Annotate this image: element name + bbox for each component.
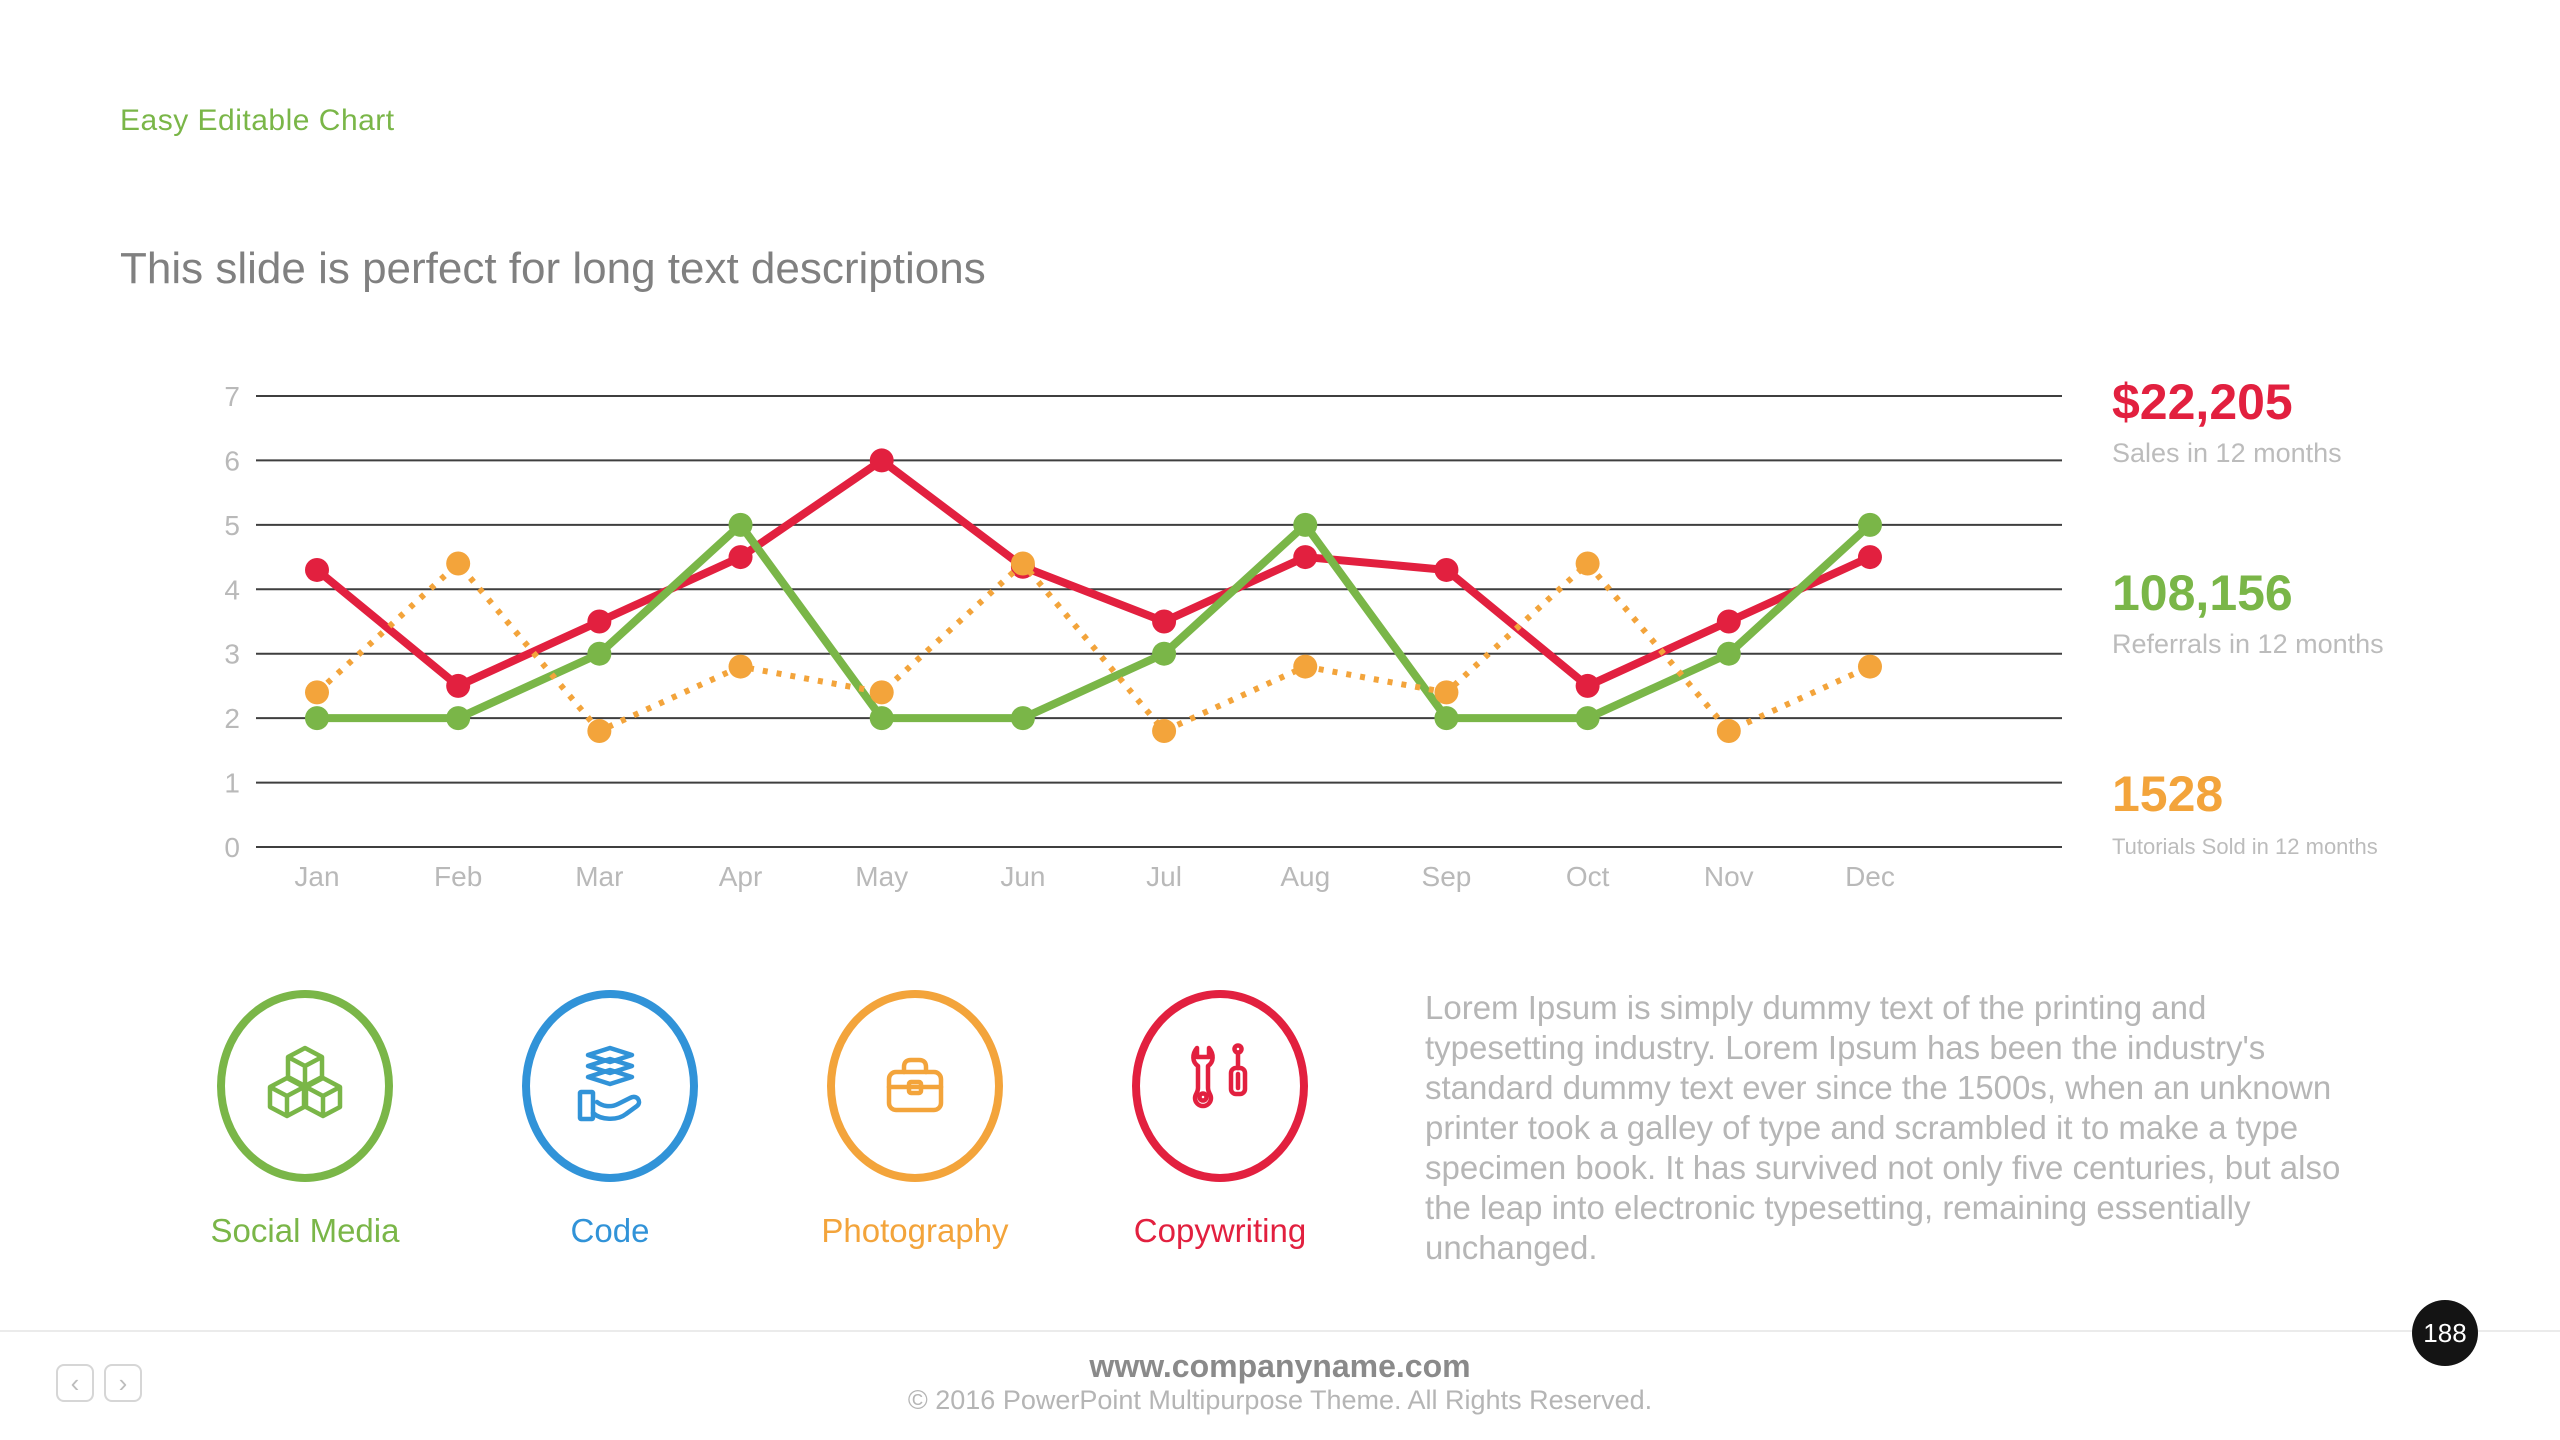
stat-tutorials-label: Tutorials Sold in 12 months: [2112, 834, 2378, 859]
svg-text:4: 4: [224, 574, 240, 605]
line-chart: 0 1 2 3 4 5 6 7 Jan Feb Mar Apr May Jun Jul Aug Sep Oct No…: [224, 381, 2062, 892]
svg-text:Mar: Mar: [575, 861, 623, 892]
svg-text:Aug: Aug: [1280, 861, 1330, 892]
svg-text:7: 7: [224, 381, 240, 412]
feature-label: Copywriting: [1133, 1212, 1307, 1249]
page-title: Easy Editable Chart: [120, 104, 395, 137]
feature-photography: Photography: [805, 990, 1025, 1250]
svg-text:3: 3: [224, 639, 240, 670]
feature-circle: [217, 990, 393, 1182]
footer-website: www.companyname.com: [1089, 1348, 1471, 1384]
feature-circle: [522, 990, 698, 1182]
stat-sales: $22,205 Sales in 12 months: [2112, 374, 2542, 469]
feature-social-media: Social Media: [195, 990, 415, 1250]
footer: www.companyname.com © 2016 PowerPoint Mu…: [0, 1348, 2560, 1416]
description-text: Lorem Ipsum is simply dummy text of the …: [1425, 989, 2341, 1266]
svg-text:Nov: Nov: [1704, 861, 1754, 892]
svg-text:1: 1: [224, 768, 240, 799]
feature-label: Photography: [821, 1212, 1009, 1249]
stat-referrals-label: Referrals in 12 months: [2112, 629, 2384, 659]
wrench-screwdriver-icon: [1191, 1043, 1248, 1109]
svg-text:Jul: Jul: [1146, 861, 1182, 892]
svg-text:Jun: Jun: [1000, 861, 1045, 892]
svg-text:0: 0: [224, 832, 240, 863]
briefcase-icon: [886, 1057, 944, 1113]
page-number: 188: [2423, 1317, 2467, 1348]
cubes-icon: [267, 1045, 343, 1119]
slide-nav: ‹ ›: [56, 1364, 142, 1402]
footer-copyright: © 2016 PowerPoint Multipurpose Theme. Al…: [907, 1384, 1653, 1415]
next-slide-button[interactable]: ›: [104, 1364, 142, 1402]
page-number-badge: 188: [2412, 1300, 2478, 1366]
feature-circle: [1132, 990, 1308, 1182]
svg-text:Jan: Jan: [294, 861, 339, 892]
prev-slide-button[interactable]: ‹: [56, 1364, 94, 1402]
svg-text:2: 2: [224, 703, 240, 734]
stat-tutorials-value: 1528: [2112, 766, 2224, 822]
svg-text:Apr: Apr: [719, 861, 763, 892]
svg-text:Feb: Feb: [434, 861, 482, 892]
svg-text:Sep: Sep: [1422, 861, 1472, 892]
svg-text:Oct: Oct: [1566, 861, 1610, 892]
feature-label: Code: [570, 1212, 650, 1249]
stat-referrals-value: 108,156: [2112, 565, 2293, 621]
stat-tutorials: 1528 Tutorials Sold in 12 months: [2112, 766, 2542, 860]
footer-divider: [0, 1330, 2560, 1332]
stat-sales-label: Sales in 12 months: [2112, 438, 2342, 468]
svg-text:6: 6: [224, 445, 240, 476]
feature-copywriting: Copywriting: [1110, 990, 1330, 1250]
hand-layers-icon: [577, 1045, 642, 1122]
stat-sales-value: $22,205: [2112, 374, 2293, 430]
feature-circle: [827, 990, 1003, 1182]
svg-text:Dec: Dec: [1845, 861, 1895, 892]
stats-panel: $22,205 Sales in 12 months 108,156 Refer…: [2112, 374, 2542, 860]
svg-text:5: 5: [224, 510, 240, 541]
slide-subtitle: This slide is perfect for long text desc…: [120, 244, 986, 293]
svg-text:May: May: [855, 861, 908, 892]
stat-referrals: 108,156 Referrals in 12 months: [2112, 565, 2542, 660]
feature-label: Social Media: [210, 1212, 400, 1249]
feature-code: Code: [500, 990, 720, 1250]
